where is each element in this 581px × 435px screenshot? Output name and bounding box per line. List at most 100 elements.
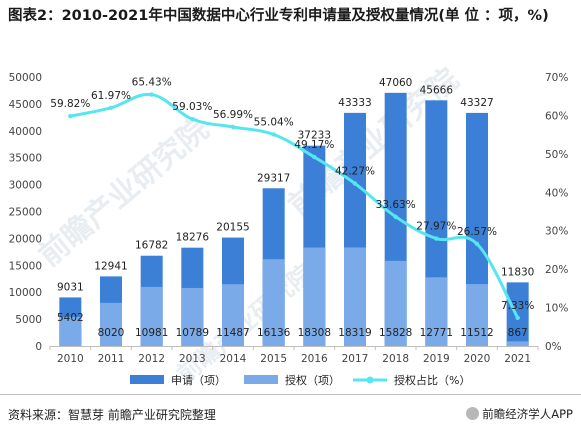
x-tick-label: 2019 [423,353,450,365]
source-note: 资料来源：智慧芽 前瞻产业研究院整理 [8,408,216,422]
apply-value-label: 16782 [135,240,168,252]
apply-value-label: 43333 [338,97,371,109]
ratio-point [434,236,439,241]
brand-logo-icon [466,407,480,420]
ratio-value-label: 42.27% [335,166,375,178]
ratio-point [474,241,480,247]
ratio-value-label: 49.17% [294,139,334,151]
y-right-tick-label: 50% [545,149,568,161]
y-right-tick-label: 10% [545,303,568,315]
x-tick-label: 2016 [301,353,328,365]
y-left-tick-label: 40000 [9,126,42,138]
y-right-tick-label: 40% [545,187,568,199]
y-right-tick-label: 20% [545,264,568,276]
apply-value-label: 12941 [94,260,127,272]
grant-value-label: 8020 [98,327,125,339]
grant-bar [181,287,204,346]
y-left-tick-label: 50000 [9,72,42,84]
apply-value-label: 9031 [57,281,84,293]
axes: 0 5000 10000 15000 20000 25000 30000 35000 40000… [9,72,569,365]
legend-label: 申请（项） [171,374,226,387]
ratio-point [515,315,520,321]
grant-value-label: 18319 [338,327,371,339]
apply-value-label: 29317 [257,172,290,184]
apply-value-label: 20155 [216,222,249,234]
ratio-point [312,154,317,160]
x-tick-label: 2015 [260,353,287,365]
grant-bar [344,247,366,346]
x-tick-label: 2013 [179,353,206,365]
grant-value-label: 5402 [57,312,84,324]
y-left-tick-label: 20000 [9,233,42,245]
grant-value-label: 10981 [135,327,168,339]
grant-bar [425,277,448,346]
x-tick-label: 2012 [138,353,165,365]
grant-value-label: 11512 [460,327,493,339]
brand-credit: 前瞻经济学人APP [466,406,573,422]
y-left-tick-label: 15000 [9,260,42,272]
ratio-point [230,124,236,130]
y-left-tick-label: 0 [35,341,42,353]
brand-name: 前瞻经济学人APP [482,407,573,421]
grant-value-label: 10789 [176,327,209,339]
y-right-tick-label: 0% [545,341,562,353]
legend-label: 授权（项） [285,373,340,387]
ratio-value-label: 55.04% [254,116,294,128]
ratio-point [108,105,114,111]
ratio-value-label: 7.33% [501,300,534,312]
data-labels: 9031 12941 16782 18276 20155 29317 37233 43333 4… [50,77,534,339]
y-left-tick-label: 35000 [9,153,42,165]
y-left-tick-label: 5000 [15,314,42,326]
chart-title: 图表2：2010-2021年中国数据中心行业专利申请量及授权量情况(单 位 ：项… [8,8,549,24]
x-tick-label: 2010 [57,353,84,365]
ratio-point [271,132,276,137]
apply-bar [506,282,529,346]
apply-value-label: 43327 [460,97,493,109]
ratio-value-label: 27.97% [416,221,456,233]
footer: 资料来源：智慧芽 前瞻产业研究院整理 前瞻经济学人APP [0,394,581,435]
ratio-point [68,113,73,119]
ratio-point [149,92,154,97]
grant-bar [506,341,529,346]
ratio-value-label: 65.43% [132,77,172,89]
legend-swatch [130,375,164,384]
grant-value-label: 16136 [257,327,291,339]
ratio-value-label: 56.99% [213,109,253,121]
grant-bar [262,259,285,346]
y-left-tick-label: 30000 [9,180,42,192]
grant-bar [140,286,163,346]
grant-bar [303,247,326,346]
ratio-line [68,92,520,321]
legend-marker [366,376,374,384]
apply-value-label: 11830 [501,266,534,278]
y-right-tick-label: 70% [545,72,568,84]
x-tick-label: 2021 [504,353,531,365]
x-tick-label: 2011 [98,353,125,365]
apply-value-label: 37233 [298,130,331,142]
grant-bar [384,260,407,346]
x-tick-label: 2017 [342,353,369,365]
legend-label: 授权占比（%） [394,373,470,387]
ratio-point [190,116,195,122]
x-tick-label: 2014 [220,353,247,365]
apply-value-label: 18276 [176,232,210,244]
grant-value-label: 11487 [216,327,249,339]
ratio-point [393,214,398,219]
y-left-tick-label: 10000 [9,287,42,299]
grant-bar [59,316,82,346]
grant-value-label: 12771 [420,327,453,339]
ratio-value-label: 59.82% [50,98,90,110]
bars [59,92,529,346]
y-left-tick-label: 45000 [9,99,42,111]
legend: 申请（项） 授权（项） 授权占比（%） [130,373,470,387]
ratio-value-label: 61.97% [91,90,131,102]
grant-value-label: 867 [508,327,528,339]
y-left-tick-label: 25000 [9,207,42,219]
grant-bar [466,284,488,346]
y-right-tick-label: 30% [545,226,568,238]
x-tick-label: 2018 [382,353,409,365]
grant-bar [222,284,244,346]
grant-bar [100,302,122,346]
ratio-point [352,181,358,186]
